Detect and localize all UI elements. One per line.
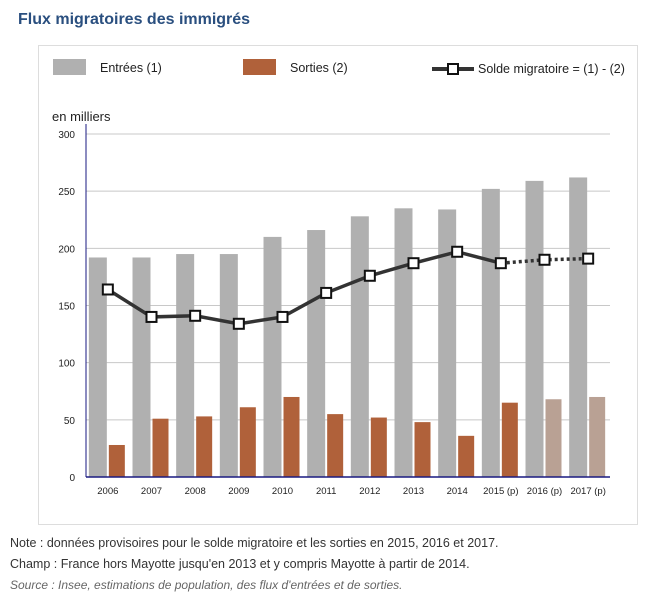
x-tick-label: 2014 [447,486,468,497]
note-2: Champ : France hors Mayotte jusqu'en 201… [10,557,470,571]
bar-sorties [501,402,518,477]
solde-marker [494,257,507,270]
bar-entrees [569,177,588,478]
x-tick-label: 2017 (p) [570,486,605,497]
y-tick-label: 200 [58,244,75,255]
bar-entrees [350,216,369,477]
note-1: Note : données provisoires pour le solde… [10,536,499,550]
x-tick-label: 2013 [403,486,424,497]
bar-sorties [327,414,344,477]
x-tick-label: 2015 (p) [483,486,518,497]
x-tick-label: 2008 [185,486,206,497]
solde-marker [407,257,420,270]
legend-label-sorties: Sorties (2) [290,61,348,75]
solde-marker [232,317,245,330]
y-tick-label: 150 [58,302,75,313]
bar-entrees [481,188,500,477]
bar-sorties [152,418,169,477]
solde-marker [320,286,333,299]
x-tick-label: 2006 [97,486,118,497]
bar-entrees [263,236,282,477]
bar-entrees [307,230,326,477]
solde-line [106,249,502,326]
chart-frame [38,45,638,525]
source: Source : Insee, estimations de populatio… [10,578,403,592]
legend-label-solde: Solde migratoire = (1) - (2) [478,62,625,76]
y-tick-label: 0 [69,473,75,484]
chart-title: Flux migratoires des immigrés [18,11,251,28]
bar-sorties [196,416,213,477]
x-tick-label: 2012 [359,486,380,497]
bar-entrees [176,254,195,477]
bar-sorties [283,396,300,477]
solde-marker [189,309,202,322]
bar-entrees [525,180,544,478]
solde-marker [538,253,551,266]
solde-marker [145,310,158,323]
bar-entrees [219,254,238,477]
x-tick-label: 2009 [228,486,249,497]
y-tick-label: 50 [64,416,76,427]
y-axis-label: en milliers [52,109,111,124]
y-tick-label: 300 [58,130,75,141]
x-tick-label: 2010 [272,486,293,497]
solde-marker [363,269,376,282]
solde-marker [451,245,464,258]
bar-sorties [414,422,431,477]
bar-entrees [438,209,457,477]
solde-marker [276,310,289,323]
bar-sorties [589,396,606,477]
bar-entrees [88,257,107,477]
bar-entrees [132,257,151,477]
solde-marker [582,252,595,265]
bar-sorties [458,435,475,477]
legend-swatch-entrees [53,59,86,75]
x-tick-label: 2016 (p) [527,486,562,497]
solde-marker [101,283,114,296]
y-tick-label: 100 [58,359,75,370]
legend-label-entrees: Entrées (1) [100,61,162,75]
bar-sorties [239,407,256,477]
bar-entrees [394,208,413,478]
x-tick-label: 2007 [141,486,162,497]
x-tick-label: 2011 [316,486,336,497]
bar-sorties [545,399,562,477]
bar-sorties [370,417,387,477]
bar-sorties [108,444,125,477]
legend-marker-solde [447,63,459,75]
y-tick-label: 250 [58,187,75,198]
legend-swatch-sorties [243,59,276,75]
